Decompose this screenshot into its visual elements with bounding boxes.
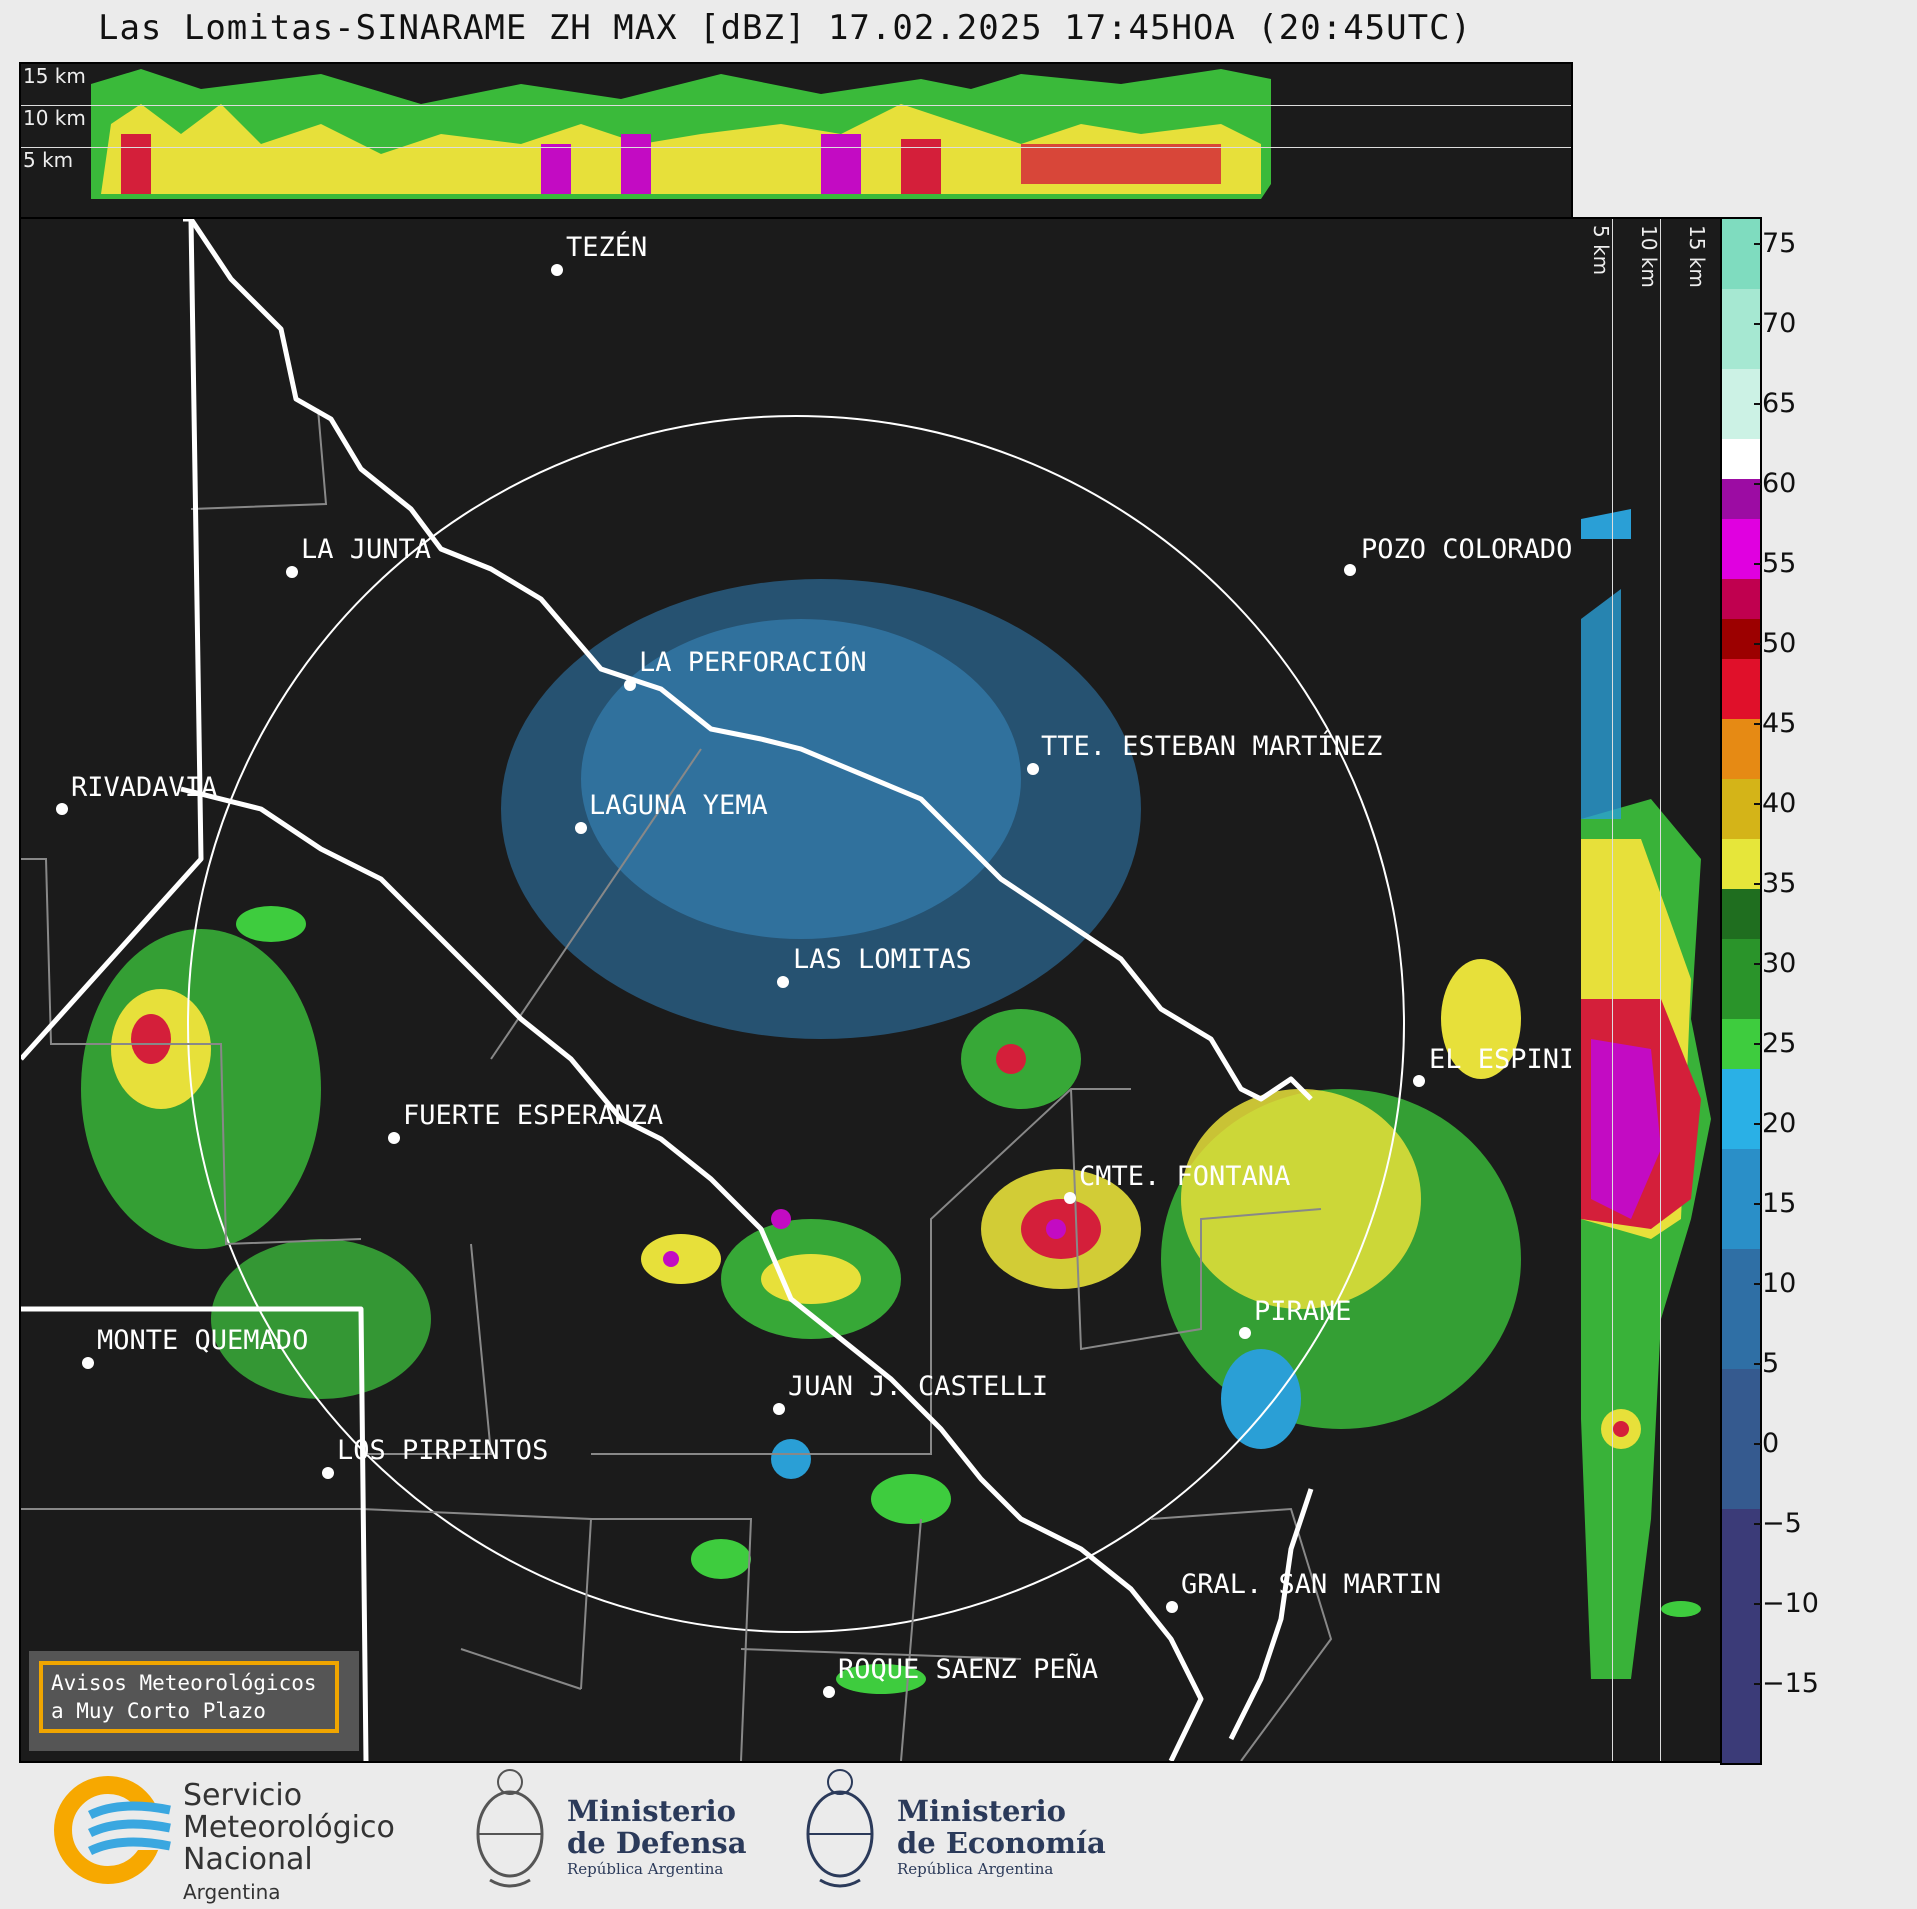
- colorbar-tick-5: 5: [1753, 1348, 1780, 1379]
- avisos-button[interactable]: Avisos Meteorológicos a Muy Corto Plazo: [39, 1661, 339, 1733]
- city-label-cmte-fontana: CMTE. FONTANA: [1079, 1161, 1291, 1192]
- avisos-box[interactable]: Avisos Meteorológicos a Muy Corto Plazo: [29, 1651, 359, 1751]
- city-dot-pirane[interactable]: [1239, 1327, 1251, 1339]
- city-dot-monte-quemado[interactable]: [82, 1357, 94, 1369]
- city-label-pozo-colorado: POZO COLORADO: [1361, 534, 1571, 565]
- coat-of-arms-icon: [800, 1762, 880, 1901]
- city-dot-el-espinillo[interactable]: [1413, 1075, 1425, 1087]
- avisos-line-1: Avisos Meteorológicos: [51, 1671, 317, 1695]
- colorbar-tick-minus5: −5: [1754, 1508, 1802, 1539]
- city-dot-roque-saenz-pena[interactable]: [823, 1686, 835, 1698]
- smn-line-3: Nacional: [183, 1842, 313, 1877]
- city-dot-gral-san-martin[interactable]: [1166, 1601, 1178, 1613]
- height-label-5km: 5 km: [23, 148, 74, 172]
- colorbar-tick-20: 20: [1753, 1108, 1797, 1139]
- side-height-label-15km: 15 km: [1685, 225, 1709, 288]
- city-label-monte-quemado: MONTE QUEMADO: [97, 1325, 309, 1356]
- smn-logo[interactable]: [50, 1775, 180, 1889]
- side-height-label-10km: 10 km: [1637, 225, 1661, 288]
- city-label-los-pirpintos: LOS PIRPINTOS: [337, 1435, 549, 1466]
- colorbar: [1720, 217, 1762, 1765]
- city-label-fuerte-esperanza: FUERTE ESPERANZA: [403, 1100, 664, 1131]
- smn-line-4: Argentina: [183, 1880, 281, 1904]
- city-label-pirane: PIRANE: [1254, 1296, 1352, 1327]
- colorbar-tick-10: 10: [1753, 1268, 1797, 1299]
- colorbar-tick-45: 45: [1753, 708, 1797, 739]
- defensa-text: Ministerio de Defensa República Argentin…: [567, 1795, 747, 1879]
- city-label-la-junta: LA JUNTA: [301, 534, 432, 565]
- city-dot-los-pirpintos[interactable]: [322, 1467, 334, 1479]
- colorbar-tick-50: 50: [1753, 628, 1797, 659]
- avisos-line-2: a Muy Corto Plazo: [51, 1699, 266, 1723]
- city-dot-pozo-colorado[interactable]: [1344, 564, 1356, 576]
- colorbar-tick-30: 30: [1753, 948, 1797, 979]
- height-label-10km: 10 km: [23, 106, 86, 130]
- side-height-label-5km: 5 km: [1589, 225, 1613, 276]
- economia-line-3: República Argentina: [897, 1860, 1054, 1878]
- colorbar-tick-25: 25: [1753, 1028, 1797, 1059]
- height-label-15km: 15 km: [23, 64, 86, 88]
- chart-title: Las Lomitas-SINARAME ZH MAX [dBZ] 17.02.…: [97, 8, 1473, 48]
- coat-of-arms-icon: [470, 1762, 550, 1901]
- city-dot-fuerte-esperanza[interactable]: [388, 1132, 400, 1144]
- colorbar-tick-40: 40: [1753, 788, 1797, 819]
- city-label-tezen: TEZÉN: [566, 232, 648, 263]
- city-dot-juan-j-castelli[interactable]: [773, 1403, 785, 1415]
- city-dot-cmte-fontana[interactable]: [1064, 1192, 1076, 1204]
- colorbar-tick-65: 65: [1753, 388, 1797, 419]
- defensa-line-3: República Argentina: [567, 1860, 724, 1878]
- colorbar-tick-15: 15: [1753, 1188, 1797, 1219]
- city-label-rivadavia: RIVADAVIA: [71, 772, 218, 803]
- colorbar-tick-55: 55: [1753, 548, 1797, 579]
- city-dot-rivadavia[interactable]: [56, 803, 68, 815]
- city-label-roque-saenz-pena: ROQUE SAENZ PEÑA: [838, 1654, 1099, 1685]
- radar-echoes: [81, 579, 1521, 1694]
- colorbar-tick-minus15: −15: [1754, 1668, 1819, 1699]
- smn-line-1: Servicio: [183, 1778, 303, 1813]
- colorbar-tick-60: 60: [1753, 468, 1797, 499]
- city-dot-las-lomitas[interactable]: [777, 976, 789, 988]
- city-label-gral-san-martin: GRAL. SAN MARTIN: [1181, 1569, 1442, 1600]
- city-label-laguna-yema: LAGUNA YEMA: [589, 790, 768, 821]
- colorbar-tick-0: 0: [1753, 1428, 1780, 1459]
- city-dot-la-junta[interactable]: [286, 566, 298, 578]
- colorbar-tick-75: 75: [1753, 228, 1797, 259]
- city-dot-la-perforacion[interactable]: [624, 679, 636, 691]
- city-label-tte-esteban-martinez: TTE. ESTEBAN MARTÍNEZ: [1041, 731, 1383, 762]
- top-cross-section: 15 km 10 km 5 km: [19, 62, 1573, 220]
- colorbar-tick-70: 70: [1753, 308, 1797, 339]
- colorbar-tick-35: 35: [1753, 868, 1797, 899]
- colorbar-tick-minus10: −10: [1754, 1588, 1819, 1619]
- side-cross-section: 5 km 10 km 15 km: [1571, 217, 1722, 1763]
- smn-line-2: Meteorológico: [183, 1810, 395, 1845]
- economia-line-2: de Economía: [897, 1826, 1106, 1860]
- economia-text: Ministerio de Economía República Argenti…: [897, 1795, 1106, 1879]
- city-label-la-perforacion: LA PERFORACIÓN: [639, 647, 867, 678]
- radar-map[interactable]: TEZÉN LA JUNTA POZO COLORADO LA PERFORAC…: [19, 217, 1573, 1763]
- defensa-line-1: Ministerio: [567, 1794, 737, 1828]
- city-dot-tezen[interactable]: [551, 264, 563, 276]
- city-label-el-espinillo: EL ESPINILLO: [1429, 1044, 1571, 1075]
- defensa-line-2: de Defensa: [567, 1826, 747, 1860]
- city-dot-tte-esteban-martinez[interactable]: [1027, 763, 1039, 775]
- economia-line-1: Ministerio: [897, 1794, 1067, 1828]
- smn-name: Servicio Meteorológico Nacional Argentin…: [183, 1780, 395, 1908]
- city-label-las-lomitas: LAS LOMITAS: [793, 944, 972, 975]
- city-dot-laguna-yema[interactable]: [575, 822, 587, 834]
- city-label-juan-j-castelli: JUAN J. CASTELLI: [788, 1371, 1049, 1402]
